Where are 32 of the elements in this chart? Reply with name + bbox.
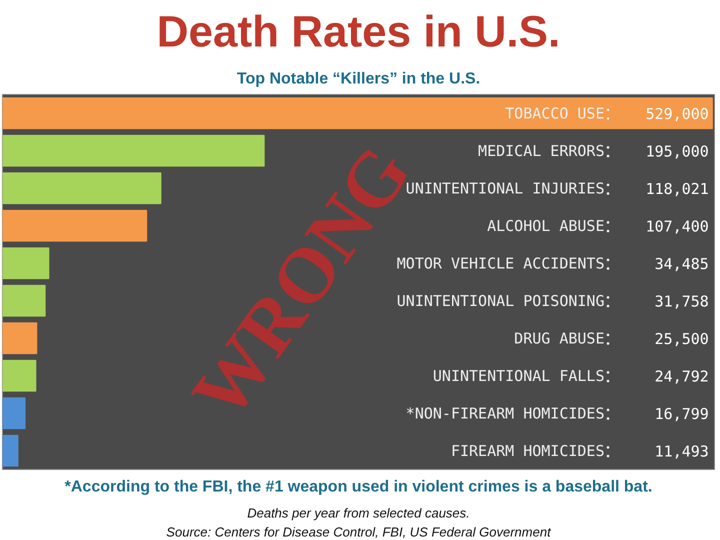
bar: [2, 97, 713, 130]
bar: [2, 360, 36, 392]
data-label: 16,799: [654, 404, 709, 423]
bar: [2, 210, 148, 242]
text: *According to the FBI, the #1 weapon used in violent crimes is a baseball bat.: [64, 478, 652, 496]
bar: [2, 284, 46, 317]
data-label: 11,493: [654, 442, 709, 460]
y-tick-label: TOBACCO USE: [505, 104, 604, 122]
y-tick-label: UNINTENTIONAL INJURIES: [406, 179, 604, 198]
chart-title: Death Rates in U.S.: [156, 8, 560, 56]
y-tick-label: ALCOHOL ABUSE: [487, 216, 604, 235]
y-tick-label: FIREARM HOMICIDES: [450, 442, 604, 460]
y-tick-label: *NON-FIREARM HOMICIDES: [406, 404, 604, 422]
bar: [2, 172, 162, 204]
data-label: 195,000: [646, 142, 709, 160]
bar: [2, 434, 18, 467]
bar: [2, 397, 26, 430]
data-label: 107,400: [646, 217, 709, 236]
data-label: 34,485: [654, 254, 709, 273]
y-tick-label: DRUG ABUSE: [514, 329, 604, 348]
text: Deaths per year from selected causes.: [247, 506, 470, 520]
data-label: 24,792: [654, 367, 709, 386]
data-label: 529,000: [646, 104, 709, 123]
bar: [2, 322, 38, 354]
data-label: 25,500: [654, 330, 709, 348]
data-label: 31,758: [654, 292, 709, 310]
y-tick-label: MEDICAL ERRORS: [478, 142, 604, 160]
data-label: 118,021: [646, 180, 709, 198]
chart-subtitle: Top Notable “Killers” in the U.S.: [236, 70, 480, 88]
source-note: Source: Centers for Disease Control, FBI, US Federal Government: [166, 524, 552, 540]
y-tick-label: UNINTENTIONAL FALLS: [432, 366, 604, 385]
bar: [2, 247, 50, 280]
